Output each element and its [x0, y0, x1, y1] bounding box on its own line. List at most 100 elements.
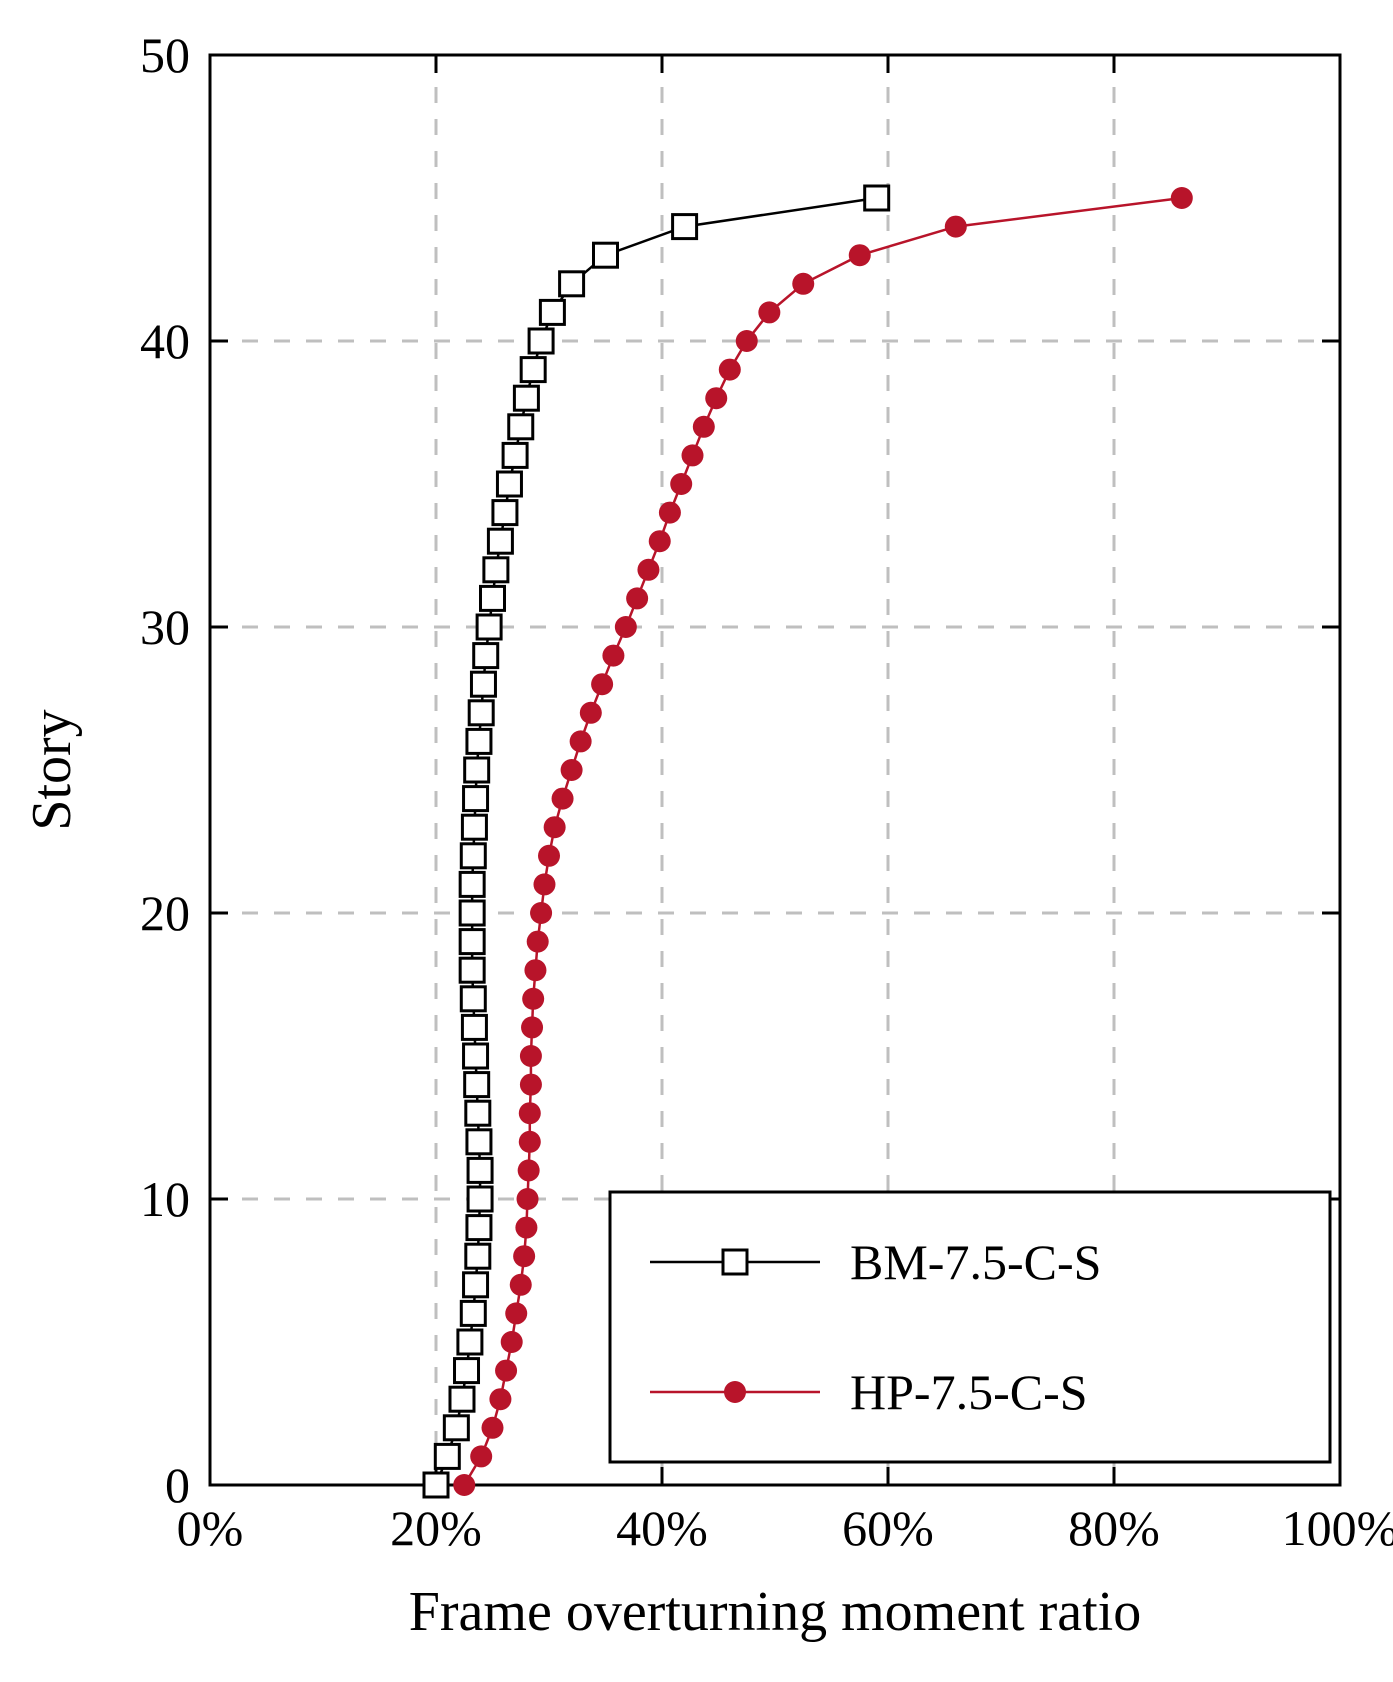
x-axis-label: Frame overturning moment ratio: [409, 1581, 1141, 1643]
marker-hp: [719, 359, 741, 381]
marker-bm: [461, 987, 485, 1011]
marker-hp: [561, 759, 583, 781]
marker-bm: [460, 901, 484, 925]
marker-hp: [1171, 187, 1193, 209]
legend-box: [610, 1192, 1330, 1462]
x-tick-label: 60%: [842, 1500, 934, 1556]
x-tick-label: 20%: [390, 1500, 482, 1556]
marker-bm: [467, 1216, 491, 1240]
chart-svg: 0%20%40%60%80%100%01020304050StoryFrame …: [0, 0, 1393, 1677]
marker-hp: [792, 273, 814, 295]
marker-bm: [514, 386, 538, 410]
marker-bm: [462, 815, 486, 839]
y-tick-label: 40: [140, 313, 190, 369]
marker-bm: [466, 1101, 490, 1125]
marker-hp: [945, 216, 967, 238]
marker-hp: [591, 673, 613, 695]
marker-bm: [460, 872, 484, 896]
marker-bm: [465, 758, 489, 782]
marker-hp: [530, 902, 552, 924]
marker-bm: [529, 329, 553, 353]
marker-hp: [637, 559, 659, 581]
y-tick-label: 20: [140, 885, 190, 941]
marker-hp: [682, 444, 704, 466]
marker-bm: [481, 586, 505, 610]
marker-hp: [482, 1417, 504, 1439]
marker-bm: [477, 615, 501, 639]
marker-hp: [580, 702, 602, 724]
marker-hp: [520, 1045, 542, 1067]
marker-hp: [519, 1102, 541, 1124]
marker-bm: [464, 1044, 488, 1068]
y-tick-label: 0: [165, 1457, 190, 1513]
marker-hp: [659, 502, 681, 524]
marker-hp: [736, 330, 758, 352]
marker-bm: [460, 958, 484, 982]
legend-label-bm: BM-7.5-C-S: [850, 1234, 1101, 1290]
marker-hp: [521, 1016, 543, 1038]
marker-bm: [464, 1273, 488, 1297]
marker-bm: [464, 787, 488, 811]
marker-hp: [519, 1131, 541, 1153]
marker-bm: [424, 1473, 448, 1497]
y-axis-label: Story: [21, 709, 83, 830]
y-tick-label: 50: [140, 27, 190, 83]
marker-hp: [524, 959, 546, 981]
marker-hp: [602, 645, 624, 667]
marker-hp: [705, 387, 727, 409]
marker-hp: [453, 1474, 475, 1496]
marker-bm: [474, 644, 498, 668]
chart-container: 0%20%40%60%80%100%01020304050StoryFrame …: [0, 0, 1393, 1682]
marker-bm: [455, 1359, 479, 1383]
marker-bm: [468, 1158, 492, 1182]
marker-bm: [497, 472, 521, 496]
marker-bm: [540, 300, 564, 324]
legend-label-hp: HP-7.5-C-S: [850, 1364, 1088, 1420]
marker-hp: [515, 1217, 537, 1239]
marker-hp: [527, 931, 549, 953]
marker-hp: [570, 730, 592, 752]
marker-bm: [460, 930, 484, 954]
x-tick-label: 100%: [1282, 1500, 1393, 1556]
marker-bm: [462, 1015, 486, 1039]
marker-bm: [673, 215, 697, 239]
marker-bm: [466, 1244, 490, 1268]
y-tick-label: 30: [140, 599, 190, 655]
marker-bm: [461, 844, 485, 868]
marker-bm: [594, 243, 618, 267]
marker-bm: [469, 701, 493, 725]
x-tick-label: 40%: [616, 1500, 708, 1556]
marker-hp: [505, 1302, 527, 1324]
marker-hp: [693, 416, 715, 438]
marker-bm: [560, 272, 584, 296]
marker-hp: [626, 587, 648, 609]
marker-hp: [495, 1360, 517, 1382]
marker-hp: [649, 530, 671, 552]
marker-hp: [533, 873, 555, 895]
marker-bm: [484, 558, 508, 582]
marker-hp: [544, 816, 566, 838]
marker-bm: [865, 186, 889, 210]
marker-hp: [758, 301, 780, 323]
marker-hp: [470, 1445, 492, 1467]
marker-bm: [468, 1187, 492, 1211]
marker-hp: [522, 988, 544, 1010]
marker-hp: [520, 1074, 542, 1096]
legend-marker-bm: [723, 1250, 747, 1274]
marker-hp: [552, 788, 574, 810]
marker-hp: [501, 1331, 523, 1353]
marker-bm: [503, 443, 527, 467]
marker-bm: [467, 1130, 491, 1154]
marker-bm: [444, 1416, 468, 1440]
marker-bm: [509, 415, 533, 439]
marker-hp: [510, 1274, 532, 1296]
marker-hp: [615, 616, 637, 638]
marker-bm: [465, 1073, 489, 1097]
marker-hp: [513, 1245, 535, 1267]
x-tick-label: 80%: [1068, 1500, 1160, 1556]
marker-bm: [471, 672, 495, 696]
marker-bm: [450, 1387, 474, 1411]
marker-bm: [458, 1330, 482, 1354]
marker-bm: [488, 529, 512, 553]
legend-marker-hp: [724, 1381, 746, 1403]
